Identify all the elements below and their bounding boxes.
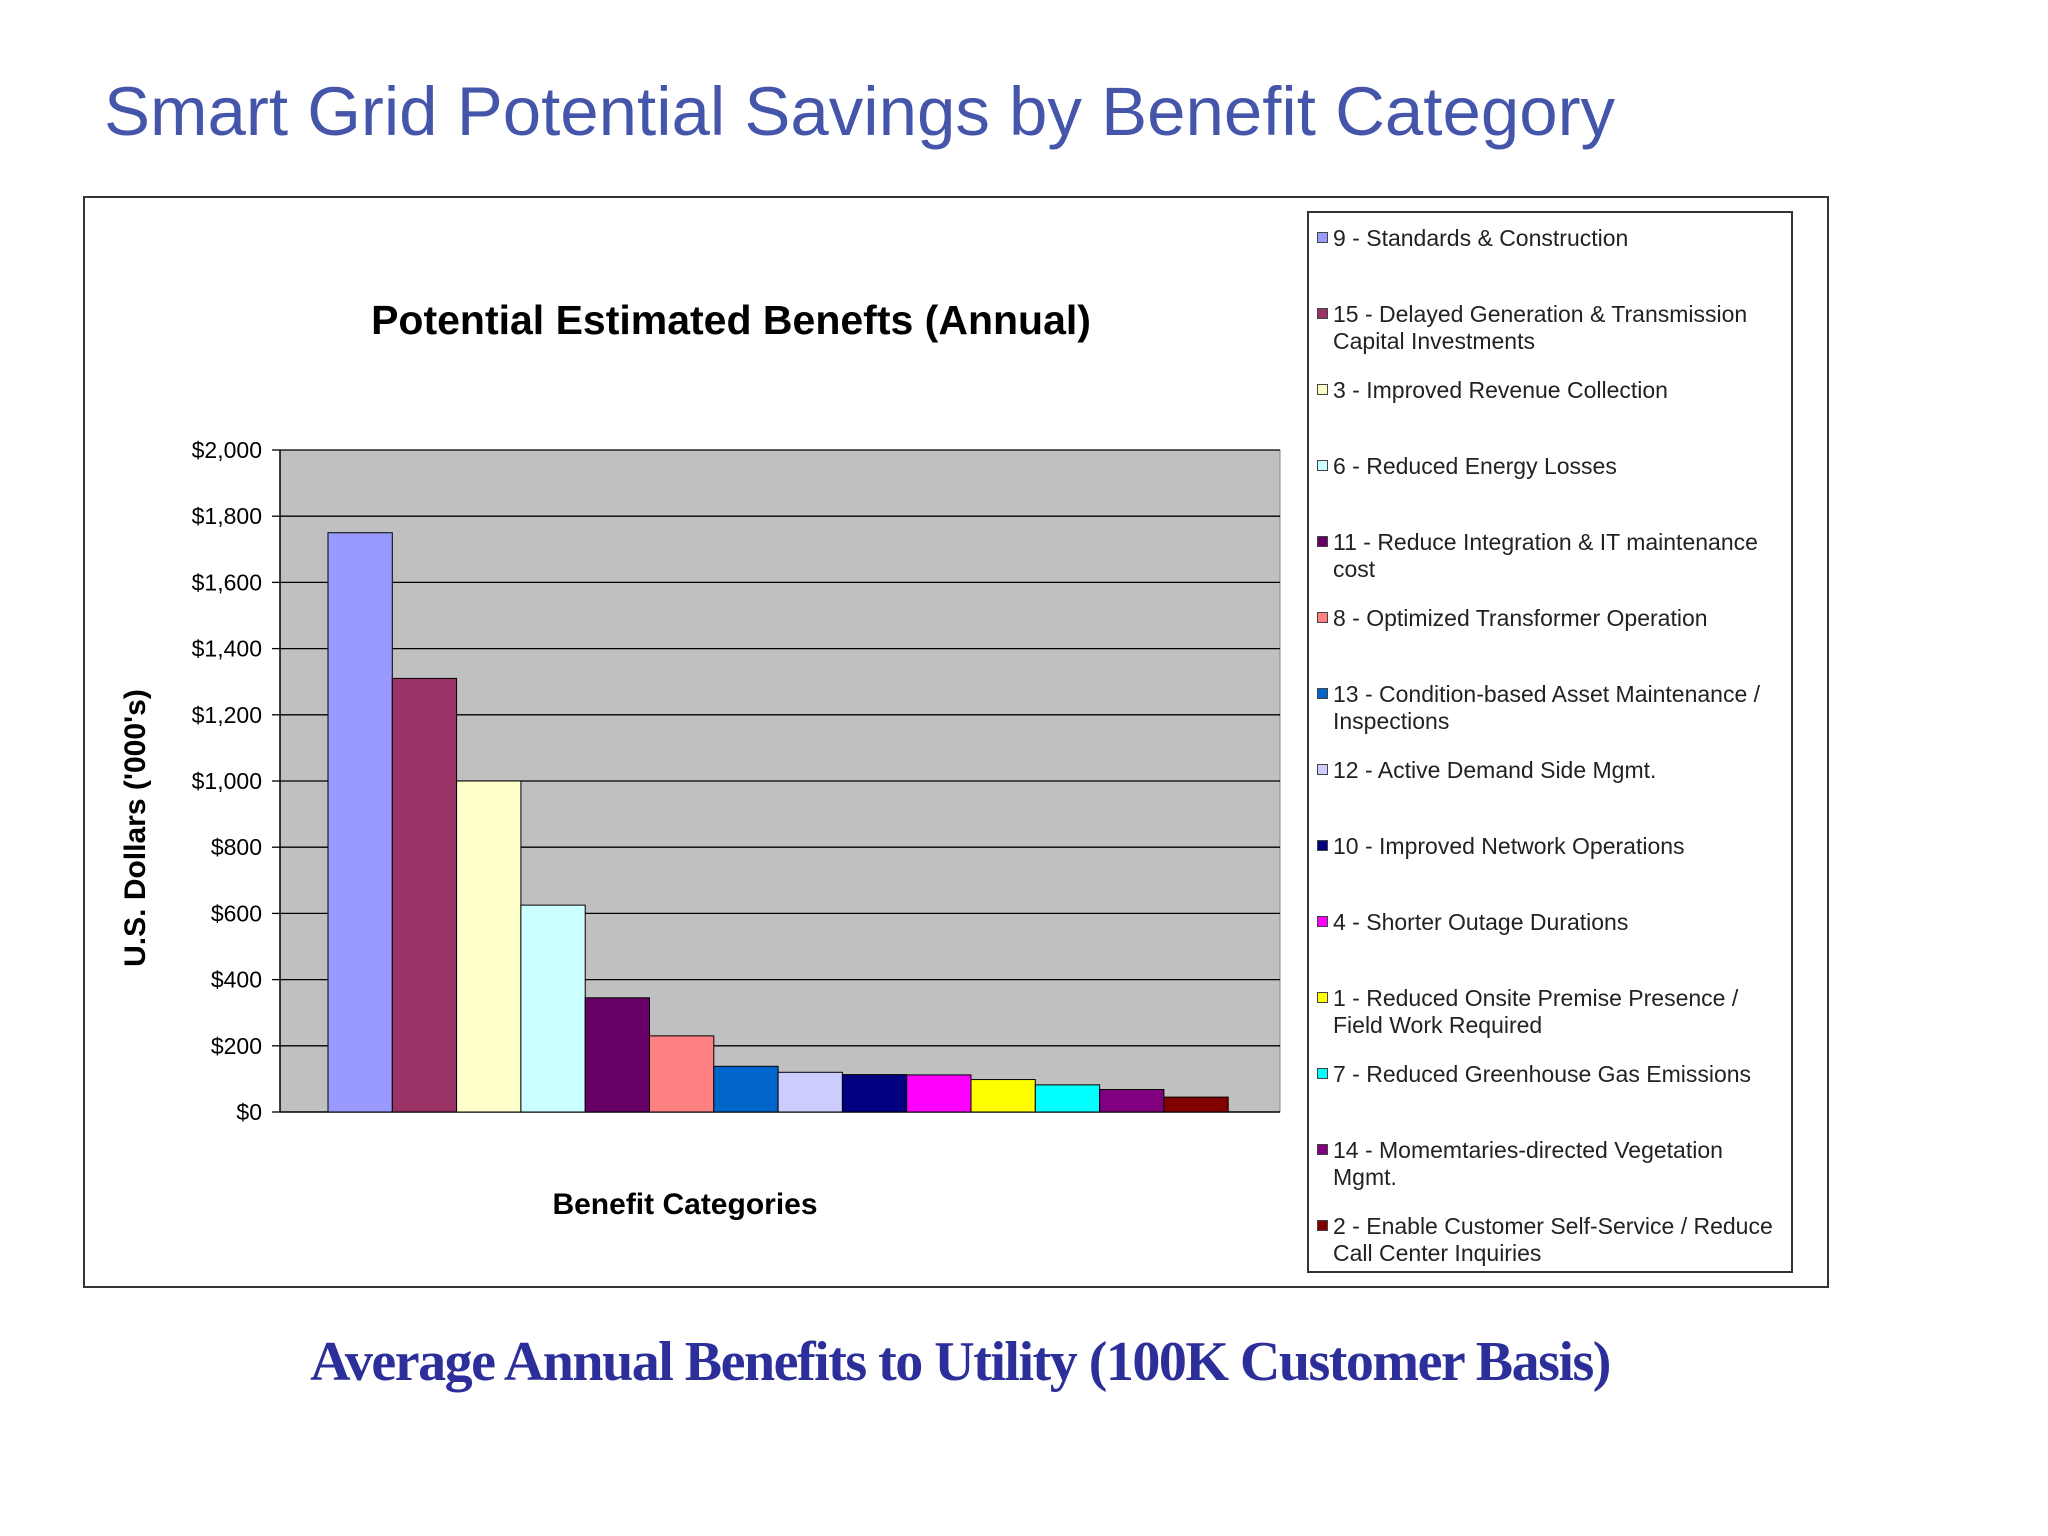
legend-swatch	[1317, 1220, 1328, 1231]
legend-item: 3 - Improved Revenue Collection	[1317, 377, 1787, 404]
bar	[1163, 1096, 1229, 1113]
legend-swatch	[1317, 612, 1328, 623]
legend-label: 10 - Improved Network Operations	[1333, 833, 1685, 859]
legend-swatch	[1317, 308, 1328, 319]
plot-area: $0 $200 $400 $600 $800 $1,000 $1,200 $1,400 $1,6…	[192, 437, 1281, 1125]
legend-label: 7 - Reduced Greenhouse Gas Emissions	[1333, 1061, 1752, 1087]
legend-swatch	[1317, 384, 1328, 395]
legend-item: 2 - Enable Customer Self-Service / Reduc…	[1317, 1213, 1787, 1267]
legend-item: 6 - Reduced Energy Losses	[1317, 453, 1787, 480]
bar	[391, 677, 458, 1113]
legend-swatch	[1317, 992, 1328, 1003]
legend-item: 7 - Reduced Greenhouse Gas Emissions	[1317, 1061, 1787, 1088]
bar	[327, 532, 393, 1113]
slide-caption: Average Annual Benefits to Utility (100K…	[310, 1331, 1611, 1393]
legend-item: 12 - Active Demand Side Mgmt.	[1317, 757, 1787, 784]
y-tick-label: $1,200	[192, 702, 262, 728]
y-tick-label: $600	[211, 900, 262, 926]
y-tick-label: $400	[211, 967, 262, 993]
bar	[520, 904, 586, 1113]
bar	[456, 780, 522, 1113]
x-axis-label: Benefit Categories	[552, 1188, 817, 1221]
legend-label: 1 - Reduced Onsite Premise Presence / Fi…	[1333, 985, 1739, 1038]
legend-label: 12 - Active Demand Side Mgmt.	[1333, 757, 1657, 783]
legend-item: 14 - Momemtaries-directed Vegetation Mgm…	[1317, 1137, 1787, 1191]
bar	[906, 1074, 972, 1113]
y-tick-label: $1,400	[192, 636, 262, 662]
legend-item: 11 - Reduce Integration & IT maintenance…	[1317, 529, 1787, 583]
legend-label: 14 - Momemtaries-directed Vegetation Mgm…	[1333, 1137, 1723, 1190]
y-tick-label: $0	[236, 1099, 262, 1125]
legend-label: 15 - Delayed Generation & Transmission C…	[1333, 301, 1748, 354]
bar	[841, 1074, 908, 1113]
bar	[649, 1035, 715, 1113]
legend-label: 9 - Standards & Construction	[1333, 225, 1629, 251]
y-tick-label: $800	[211, 834, 262, 860]
legend-swatch	[1317, 840, 1328, 851]
bar	[1034, 1084, 1101, 1113]
legend-item: 15 - Delayed Generation & Transmission C…	[1317, 301, 1787, 355]
y-tick-label: $200	[211, 1033, 262, 1059]
y-tick-label: $1,000	[192, 768, 262, 794]
legend-label: 4 - Shorter Outage Durations	[1333, 909, 1629, 935]
legend-item: 1 - Reduced Onsite Premise Presence / Fi…	[1317, 985, 1787, 1039]
legend-item: 4 - Shorter Outage Durations	[1317, 909, 1787, 936]
chart-legend: 9 - Standards & Construction 15 - Delayed…	[1307, 211, 1793, 1273]
legend-label: 3 - Improved Revenue Collection	[1333, 377, 1668, 403]
legend-label: 13 - Condition-based Asset Maintenance /…	[1333, 681, 1761, 734]
y-tick-label: $1,600	[192, 569, 262, 595]
bar-chart: Potential Estimated Benefts (Annual) $0$…	[119, 297, 1281, 1221]
legend-swatch	[1317, 1144, 1328, 1155]
legend-swatch	[1317, 536, 1328, 547]
legend-label: 11 - Reduce Integration & IT maintenance…	[1333, 529, 1758, 582]
bar	[584, 997, 651, 1113]
chart-title: Potential Estimated Benefts (Annual)	[371, 297, 1091, 343]
chart-frame: Potential Estimated Benefts (Annual) $0 $…	[83, 196, 1829, 1288]
bar	[1099, 1088, 1165, 1113]
bar	[777, 1071, 843, 1113]
legend-item: 9 - Standards & Construction	[1317, 225, 1787, 252]
legend-label: 2 - Enable Customer Self-Service / Reduc…	[1333, 1213, 1773, 1266]
legend-item: 13 - Condition-based Asset Maintenance /…	[1317, 681, 1787, 735]
legend-swatch	[1317, 764, 1328, 775]
y-axis-label: U.S. Dollars ('000's)	[119, 689, 152, 967]
slide-title: Smart Grid Potential Savings by Benefit …	[104, 73, 1616, 150]
y-tick-label: $2,000	[192, 437, 262, 463]
legend-label: 6 - Reduced Energy Losses	[1333, 453, 1617, 479]
legend-swatch	[1317, 232, 1328, 243]
bar	[970, 1079, 1036, 1113]
legend-item: 8 - Optimized Transformer Operation	[1317, 605, 1787, 632]
y-tick-label: $1,800	[192, 503, 262, 529]
bar	[713, 1065, 779, 1113]
legend-swatch	[1317, 688, 1328, 699]
legend-item: 10 - Improved Network Operations	[1317, 833, 1787, 860]
legend-swatch	[1317, 460, 1328, 471]
legend-swatch	[1317, 916, 1328, 927]
legend-swatch	[1317, 1068, 1328, 1079]
legend-label: 8 - Optimized Transformer Operation	[1333, 605, 1708, 631]
